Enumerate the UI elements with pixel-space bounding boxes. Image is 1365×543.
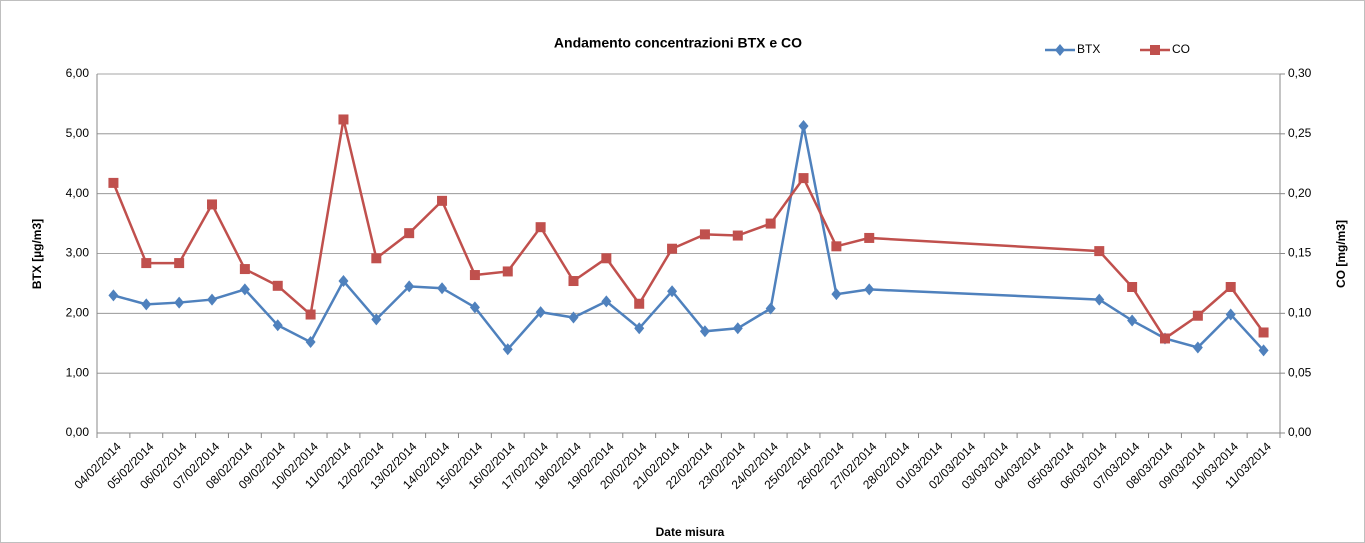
marker xyxy=(174,258,185,269)
marker xyxy=(272,280,283,291)
marker xyxy=(634,298,645,309)
y2-tick-label: 0,05 xyxy=(1288,365,1312,379)
marker xyxy=(864,283,875,296)
marker xyxy=(305,336,316,349)
y2-axis-title: CO [mg/m3] xyxy=(1334,220,1348,288)
marker xyxy=(1127,314,1138,327)
marker xyxy=(568,276,579,287)
marker xyxy=(535,306,546,319)
y-tick-label: 4,00 xyxy=(66,186,90,200)
marker xyxy=(338,114,349,125)
marker xyxy=(535,222,546,233)
marker xyxy=(798,120,809,133)
marker xyxy=(371,253,382,264)
marker xyxy=(1258,327,1269,338)
marker xyxy=(765,302,776,315)
marker xyxy=(1192,310,1203,321)
y-tick-label: 1,00 xyxy=(66,365,90,379)
marker xyxy=(699,229,710,240)
y2-tick-label: 0,20 xyxy=(1288,186,1312,200)
marker xyxy=(732,230,743,241)
y2-tick-label: 0,00 xyxy=(1288,425,1312,439)
marker xyxy=(1225,282,1236,293)
marker xyxy=(174,296,185,309)
legend-label: BTX xyxy=(1077,42,1100,56)
marker xyxy=(207,199,218,210)
marker xyxy=(699,325,710,338)
chart-title: Andamento concentrazioni BTX e CO xyxy=(554,35,802,51)
marker xyxy=(502,266,513,277)
marker xyxy=(798,173,809,184)
marker xyxy=(371,313,382,326)
marker xyxy=(404,280,415,293)
marker xyxy=(1225,308,1236,321)
marker xyxy=(437,195,448,206)
y-tick-label: 5,00 xyxy=(66,126,90,140)
marker xyxy=(239,283,250,296)
marker xyxy=(404,228,415,239)
marker xyxy=(667,243,678,254)
y-tick-label: 3,00 xyxy=(66,246,90,260)
y-axis-title: BTX [µg/m3] xyxy=(30,219,44,289)
marker xyxy=(239,264,250,275)
marker xyxy=(469,270,480,281)
marker xyxy=(108,289,119,302)
marker xyxy=(272,319,283,332)
marker xyxy=(207,293,218,306)
x-axis-title: Date misura xyxy=(656,525,725,539)
marker xyxy=(1127,282,1138,293)
series-line xyxy=(112,119,1265,341)
marker xyxy=(601,253,612,264)
legend-label: CO xyxy=(1172,42,1190,56)
marker xyxy=(1055,44,1065,56)
marker xyxy=(732,322,743,335)
marker xyxy=(831,288,842,301)
marker xyxy=(141,298,152,311)
marker xyxy=(1150,45,1160,55)
marker xyxy=(864,232,875,243)
y2-tick-label: 0,15 xyxy=(1288,246,1312,260)
marker xyxy=(1192,341,1203,354)
marker xyxy=(765,218,776,229)
marker xyxy=(831,241,842,252)
marker xyxy=(437,282,448,295)
marker xyxy=(305,309,316,320)
marker xyxy=(1094,293,1105,306)
marker xyxy=(338,275,349,288)
marker xyxy=(502,343,513,356)
marker xyxy=(1094,246,1105,257)
marker xyxy=(141,258,152,269)
y-tick-label: 0,00 xyxy=(66,425,90,439)
marker xyxy=(667,285,678,298)
series-line xyxy=(113,125,1265,352)
y2-tick-label: 0,10 xyxy=(1288,306,1312,320)
y2-tick-label: 0,30 xyxy=(1288,66,1312,80)
marker xyxy=(601,295,612,308)
marker xyxy=(1159,333,1170,344)
marker xyxy=(108,177,119,188)
marker xyxy=(634,322,645,335)
marker xyxy=(469,301,480,314)
y-tick-label: 6,00 xyxy=(66,66,90,80)
y2-tick-label: 0,25 xyxy=(1288,126,1312,140)
marker xyxy=(568,311,579,324)
y-tick-label: 2,00 xyxy=(66,306,90,320)
marker xyxy=(1258,344,1269,357)
